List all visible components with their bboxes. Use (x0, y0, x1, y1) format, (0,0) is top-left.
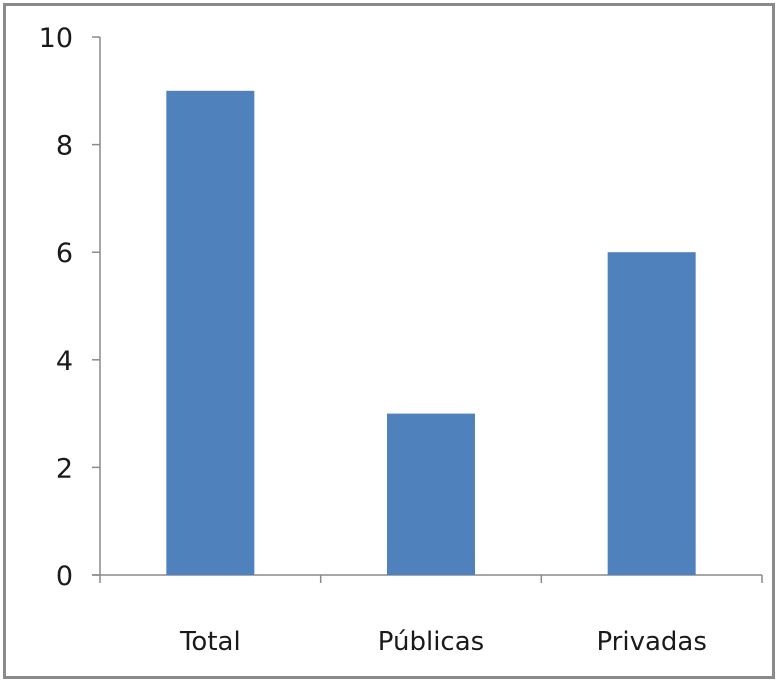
bars (166, 90, 696, 576)
bar (607, 252, 696, 575)
x-category-label: Total (179, 627, 241, 657)
x-category-label: Públicas (378, 627, 484, 657)
y-axis (92, 36, 101, 576)
x-category-label: Privadas (596, 627, 706, 657)
x-category-labels: Total Públicas Privadas (179, 627, 707, 657)
bar (387, 413, 475, 575)
y-tick-label: 10 (39, 23, 73, 54)
x-axis (92, 574, 763, 583)
y-tick-labels: 0 2 4 6 8 10 (39, 23, 73, 592)
y-tick-label: 0 (56, 561, 73, 592)
y-tick-label: 2 (56, 453, 73, 484)
bar (166, 90, 255, 576)
y-tick-label: 8 (56, 131, 73, 162)
y-tick-label: 4 (56, 346, 73, 377)
y-tick-label: 6 (56, 238, 73, 269)
